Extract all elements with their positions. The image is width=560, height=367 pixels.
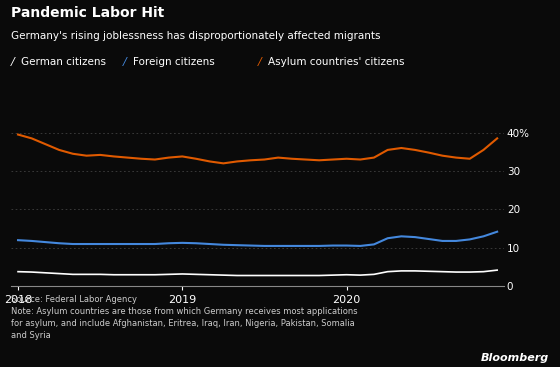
Text: /: /	[123, 57, 127, 67]
Text: Bloomberg: Bloomberg	[480, 353, 549, 363]
Text: /: /	[258, 57, 262, 67]
Text: /: /	[11, 57, 15, 67]
Text: Pandemic Labor Hit: Pandemic Labor Hit	[11, 6, 165, 19]
Text: Source: Federal Labor Agency
Note: Asylum countries are those from which Germany: Source: Federal Labor Agency Note: Asylu…	[11, 295, 358, 340]
Text: Asylum countries' citizens: Asylum countries' citizens	[268, 57, 404, 67]
Text: German citizens: German citizens	[21, 57, 106, 67]
Text: Foreign citizens: Foreign citizens	[133, 57, 215, 67]
Text: Germany's rising joblessness has disproportionately affected migrants: Germany's rising joblessness has disprop…	[11, 31, 381, 41]
